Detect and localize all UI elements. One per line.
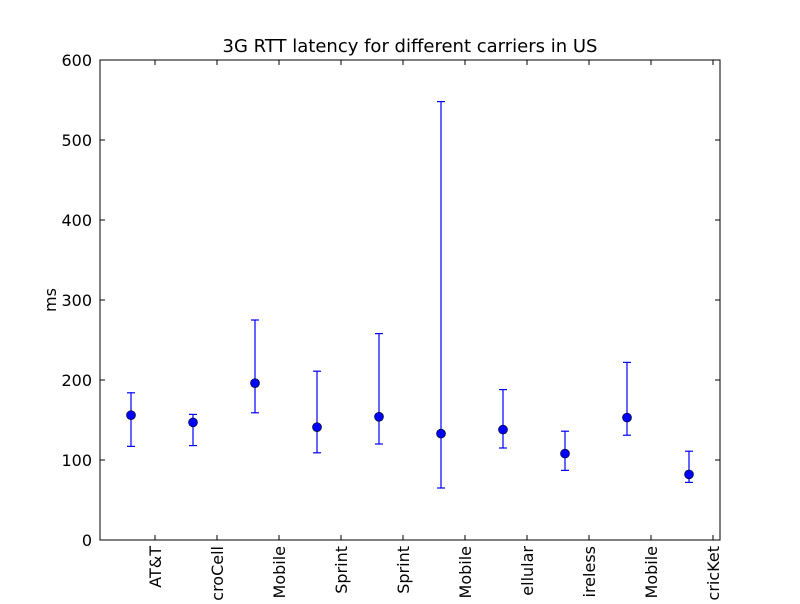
y-tick-label: 600 bbox=[61, 51, 92, 70]
x-tick-label: ellular bbox=[518, 546, 537, 596]
x-tick-label: Mobile bbox=[270, 546, 289, 598]
y-axis-label: ms bbox=[41, 288, 60, 312]
data-point bbox=[250, 378, 260, 389]
y-tick-label: 400 bbox=[61, 211, 92, 230]
y-tick-label: 300 bbox=[61, 291, 92, 310]
plot-area: 0 100 200 300 400 500 600 AT&T croCell Mobile Spri… bbox=[61, 51, 723, 601]
y-tick-label: 0 bbox=[82, 531, 92, 550]
y-tick-label: 500 bbox=[61, 131, 92, 150]
data-point bbox=[560, 448, 570, 459]
data-point bbox=[436, 428, 446, 439]
data-point bbox=[188, 417, 198, 428]
x-tick-label: Mobile bbox=[642, 546, 661, 598]
data-point bbox=[374, 411, 384, 422]
x-tick-label: Sprint bbox=[332, 546, 351, 594]
plot-frame bbox=[99, 59, 721, 541]
x-tick-label: cricKet bbox=[704, 546, 723, 600]
x-tick-label: Mobile bbox=[456, 546, 475, 598]
data-point bbox=[126, 410, 136, 421]
x-tick-label: AT&T bbox=[146, 546, 165, 588]
x-tick-label: Sprint bbox=[394, 546, 413, 594]
x-tick-label: ireless bbox=[580, 546, 599, 597]
y-tick-label: 200 bbox=[61, 371, 92, 390]
data-point bbox=[312, 422, 322, 433]
chart-title: 3G RTT latency for different carriers in… bbox=[223, 36, 598, 57]
data-point bbox=[498, 424, 508, 435]
data-point bbox=[622, 412, 632, 423]
x-tick-label: croCell bbox=[208, 546, 227, 600]
y-tick-label: 100 bbox=[61, 451, 92, 470]
data-point bbox=[684, 469, 694, 480]
